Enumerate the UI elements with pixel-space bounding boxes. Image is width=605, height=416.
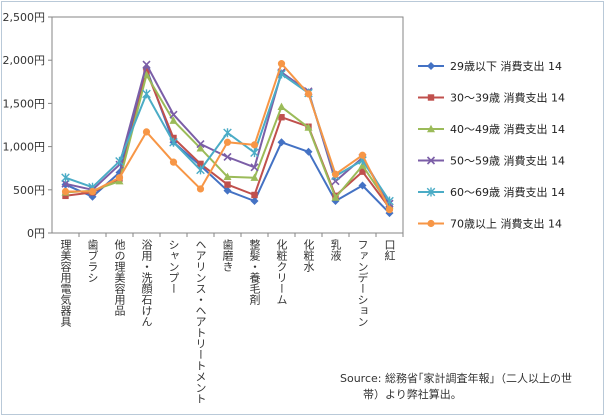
data-point — [223, 172, 232, 181]
y-tick-label: 0円 — [27, 227, 45, 240]
y-axis: 0円 500円 1,000円 1,500円 2,000円 2,500円 — [3, 11, 52, 240]
series-layer — [61, 60, 394, 218]
data-point — [62, 192, 69, 200]
legend: 29歳以下 消費支出 14 30～39歳 消費支出 14 40～49歳 消費支出 1… — [418, 59, 565, 231]
y-tick-label: 1,500円 — [3, 97, 46, 110]
legend-label: 40～49歳 消費支出 14 — [450, 122, 565, 136]
data-point — [250, 197, 259, 206]
plot-area — [51, 16, 404, 234]
legend-label: 30～39歳 消費支出 14 — [450, 91, 565, 105]
legend-label: 50～59歳 消費支出 14 — [450, 154, 565, 168]
x-category-label: 歯ブラシ — [86, 239, 99, 283]
data-point — [250, 173, 259, 181]
data-point — [196, 185, 205, 193]
data-point — [196, 139, 205, 149]
data-point — [250, 148, 259, 158]
data-point — [358, 181, 367, 190]
x-category-label: 化粧クリーム — [275, 238, 288, 305]
x-category-label: 整髪・養毛剤 — [248, 238, 261, 306]
data-point — [358, 151, 367, 159]
data-point — [304, 90, 313, 98]
y-tick-label: 1,000円 — [3, 141, 46, 154]
x-category-label: 歯磨き — [221, 239, 234, 272]
source-line-1: Source: 総務省｢家計調査年報｣（二人以上の世 — [340, 371, 572, 385]
data-point — [115, 174, 124, 182]
data-point — [196, 165, 205, 175]
data-point — [331, 170, 340, 178]
data-point — [358, 161, 367, 169]
data-point — [427, 94, 435, 101]
data-point — [304, 123, 313, 131]
data-point — [61, 179, 70, 188]
data-point — [224, 181, 231, 188]
data-point — [427, 62, 435, 70]
data-point — [169, 137, 178, 147]
legend-label: 70歳以上 消費支出 14 — [450, 217, 562, 231]
data-point — [115, 156, 124, 166]
data-point — [223, 128, 232, 138]
data-point — [88, 187, 97, 196]
y-tick-label: 2,500円 — [3, 11, 46, 24]
data-point — [223, 186, 232, 195]
x-category-label: 乳液 — [329, 239, 342, 262]
data-point — [223, 138, 232, 146]
data-point — [277, 102, 286, 111]
data-point — [142, 128, 151, 136]
data-point — [304, 147, 313, 156]
data-point — [426, 187, 436, 197]
data-point — [427, 124, 435, 133]
data-point — [61, 173, 70, 183]
x-category-label: ファンデーション — [356, 239, 369, 327]
data-point — [197, 160, 204, 168]
x-category-label: ヘアリンス・ヘアトリートメント — [194, 239, 207, 404]
legend-label: 60～69歳 消費支出 14 — [450, 185, 565, 199]
data-point — [61, 187, 70, 196]
x-axis: 理美容用電気器具 歯ブラシ 他の理美容用品 浴用・洗顔石けん シャンプー ヘアリンス・ヘア… — [59, 233, 404, 404]
data-point — [223, 152, 232, 162]
data-point — [142, 89, 151, 99]
data-point — [251, 191, 258, 199]
x-category-label: 口紅 — [383, 239, 396, 261]
data-point — [169, 110, 178, 119]
x-category-label: 化粧水 — [302, 238, 315, 272]
x-category-label: 理美容用電気器具 — [59, 239, 72, 327]
y-tick-label: 2,000円 — [3, 54, 46, 67]
data-point — [277, 138, 286, 147]
data-point — [142, 60, 151, 69]
x-category-label: 浴用・洗顔石けん — [140, 239, 153, 327]
source-line-2: 帯）より弊社算出。 — [363, 387, 462, 401]
data-point — [359, 168, 366, 175]
data-point — [427, 219, 435, 228]
series-group — [61, 60, 394, 214]
data-point — [250, 163, 259, 172]
x-category-label: 他の理美容用品 — [113, 239, 126, 316]
data-point — [169, 158, 178, 166]
data-point — [196, 144, 205, 152]
data-point — [250, 141, 259, 149]
data-point — [277, 60, 286, 68]
data-point — [331, 193, 340, 201]
data-point — [169, 116, 178, 124]
data-point — [142, 70, 151, 79]
data-point — [426, 156, 436, 165]
legend-label: 29歳以下 消費支出 14 — [450, 59, 562, 73]
y-tick-label: 500円 — [13, 184, 45, 197]
x-category-label: シャンプー — [167, 239, 180, 294]
data-point — [278, 114, 285, 121]
data-point — [385, 206, 394, 214]
